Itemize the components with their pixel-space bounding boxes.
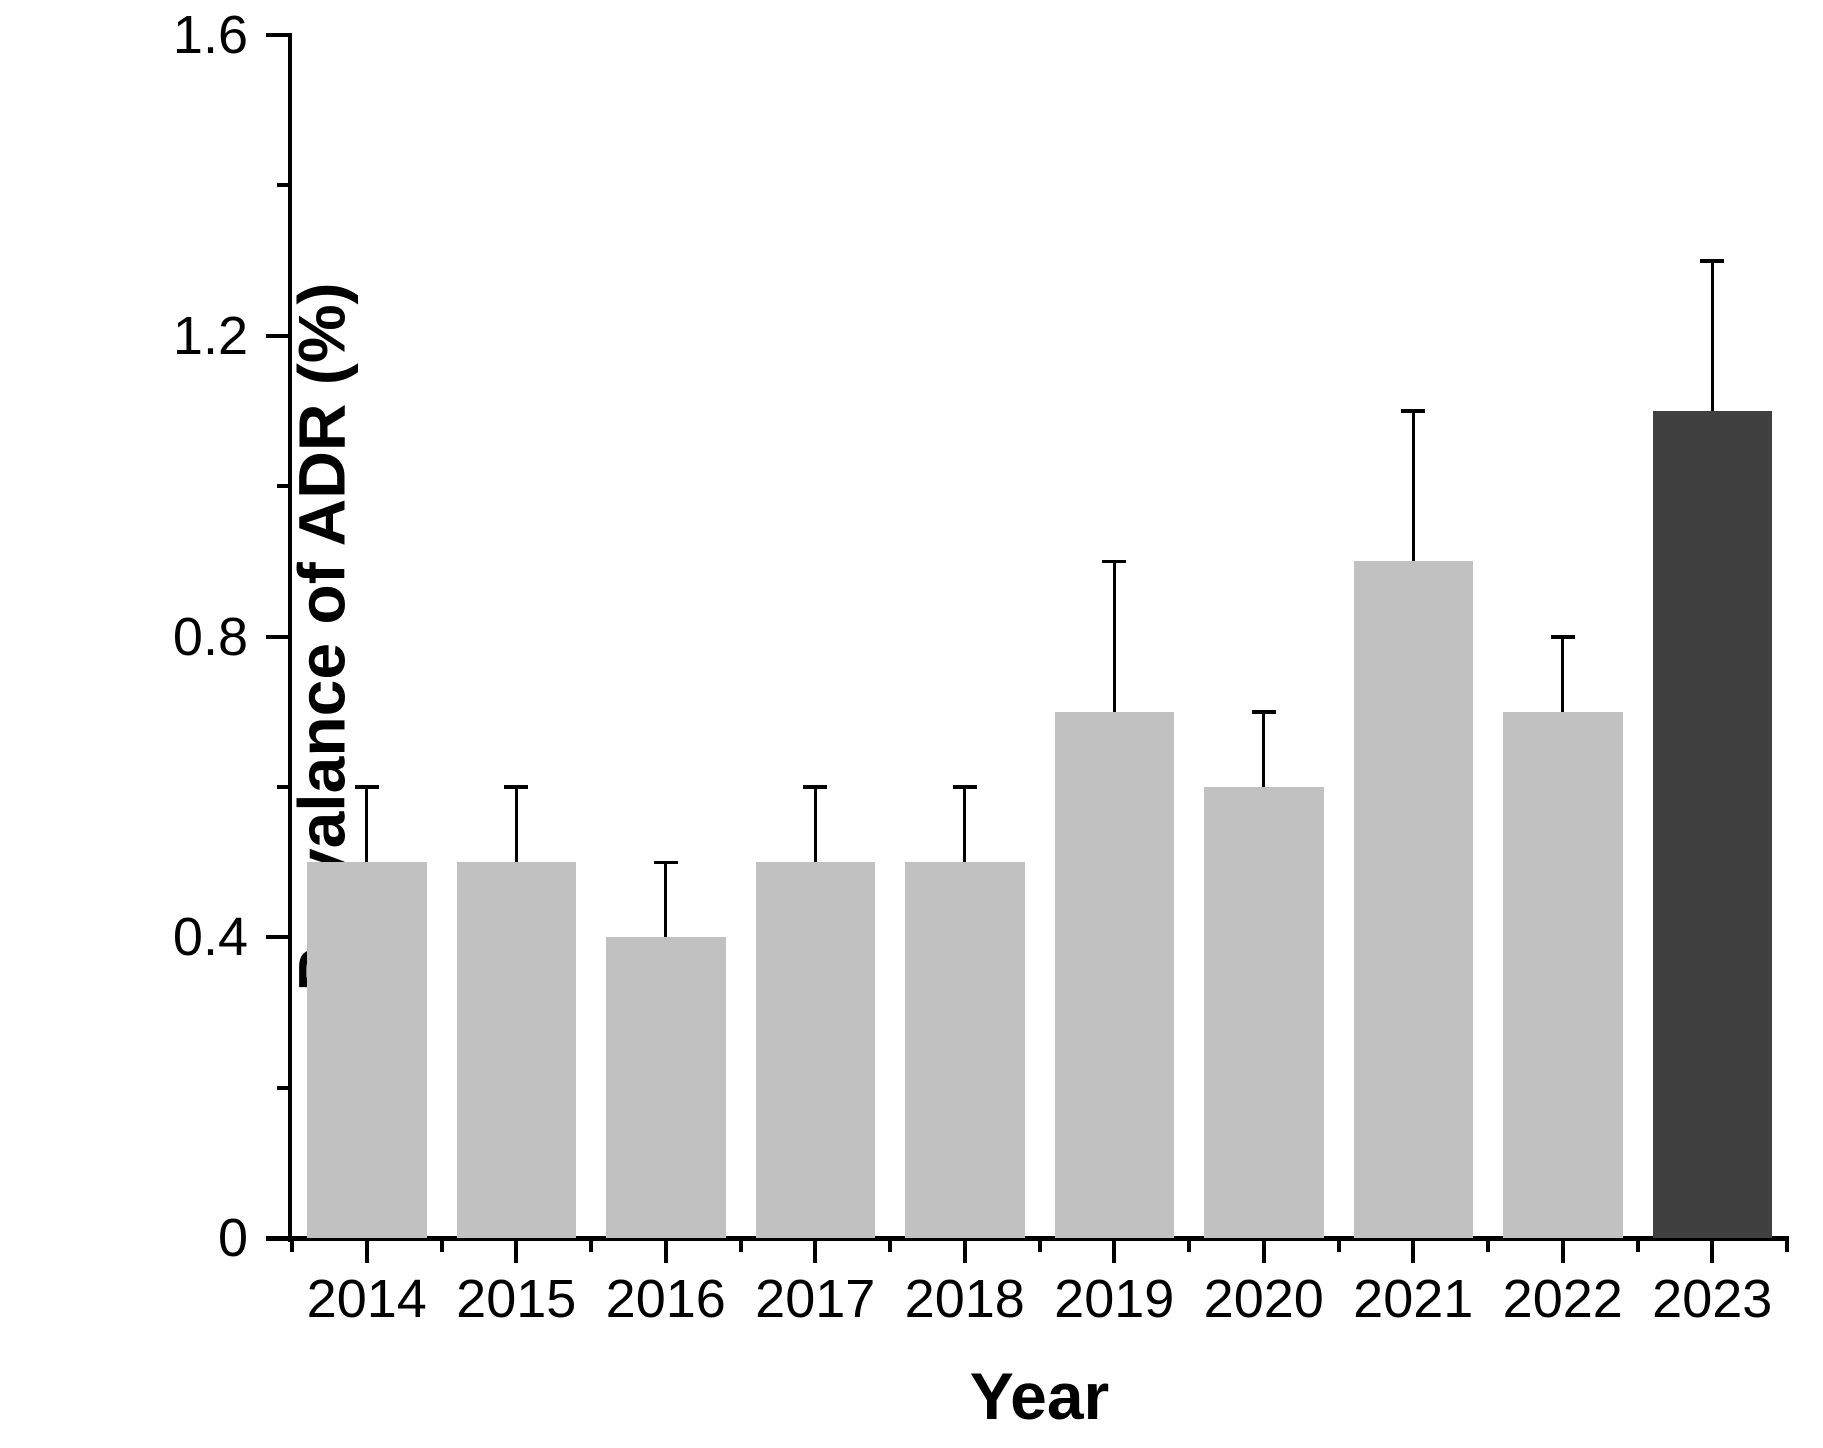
- x-axis-title: Year: [969, 1359, 1110, 1433]
- bar-2022: [1503, 711, 1623, 1238]
- x-tick-label-2023: 2023: [1652, 1269, 1773, 1329]
- error-bar-stem-2020: [1262, 711, 1266, 787]
- y-major-tick: [266, 935, 288, 940]
- bar-2014: [307, 862, 427, 1238]
- error-bar-cap-2023: [1700, 259, 1725, 263]
- y-minor-tick: [277, 1085, 288, 1090]
- x-tick-label-2014: 2014: [306, 1269, 427, 1329]
- x-minor-tick: [888, 1241, 892, 1252]
- x-minor-tick: [738, 1241, 743, 1252]
- x-tick-label-2015: 2015: [456, 1269, 577, 1329]
- x-minor-tick: [290, 1241, 294, 1252]
- x-tick-label-2019: 2019: [1054, 1269, 1175, 1329]
- bar-2016: [606, 937, 726, 1238]
- x-major-tick: [514, 1241, 519, 1263]
- error-bar-cap-2018: [952, 785, 977, 789]
- y-tick-label: 1.2: [172, 305, 248, 366]
- error-bar-cap-2022: [1550, 635, 1575, 639]
- x-tick-label-2018: 2018: [904, 1269, 1025, 1329]
- x-tick-label-2016: 2016: [605, 1269, 726, 1329]
- error-bar-stem-2014: [365, 786, 369, 863]
- error-bar-stem-2021: [1411, 410, 1415, 562]
- x-major-tick: [1112, 1241, 1117, 1263]
- error-bar-cap-2015: [504, 785, 529, 789]
- x-major-tick: [1411, 1241, 1416, 1263]
- y-minor-tick: [277, 784, 288, 789]
- y-minor-tick: [277, 183, 288, 188]
- error-bar-stem-2016: [664, 862, 668, 938]
- error-bar-stem-2018: [963, 786, 967, 863]
- bar-2015: [456, 862, 576, 1238]
- x-major-tick: [663, 1241, 668, 1263]
- error-bar-cap-2016: [653, 860, 678, 865]
- x-tick-label-2021: 2021: [1353, 1269, 1474, 1329]
- x-minor-tick: [589, 1241, 593, 1252]
- x-minor-tick: [1187, 1241, 1191, 1252]
- y-tick-label: 0.4: [172, 907, 248, 968]
- x-major-tick: [364, 1241, 369, 1263]
- x-major-tick: [1261, 1241, 1266, 1263]
- error-bar-stem-2019: [1112, 561, 1116, 712]
- error-bar-cap-2017: [803, 785, 828, 789]
- y-tick-label: 1.6: [172, 5, 248, 65]
- x-minor-tick: [1486, 1241, 1490, 1252]
- error-bar-stem-2023: [1710, 260, 1714, 411]
- bar-2018: [905, 862, 1025, 1238]
- y-tick-label: 0.8: [172, 606, 248, 667]
- x-major-tick: [813, 1241, 818, 1263]
- x-tick-label-2020: 2020: [1203, 1269, 1324, 1329]
- x-major-tick: [1710, 1241, 1715, 1263]
- x-major-tick: [962, 1241, 967, 1263]
- x-minor-tick: [1336, 1241, 1341, 1252]
- bar-2019: [1054, 711, 1174, 1238]
- x-axis-line: [266, 1236, 1789, 1241]
- x-minor-tick: [1037, 1241, 1042, 1252]
- x-major-tick: [1560, 1241, 1565, 1263]
- error-bar-cap-2019: [1102, 559, 1127, 564]
- bar-2020: [1204, 786, 1324, 1238]
- x-minor-tick: [1635, 1241, 1640, 1252]
- error-bar-cap-2014: [354, 785, 379, 789]
- x-tick-label-2022: 2022: [1502, 1269, 1623, 1329]
- y-major-tick: [266, 33, 288, 37]
- y-tick-label: 0: [217, 1208, 248, 1268]
- x-minor-tick: [1785, 1241, 1789, 1252]
- error-bar-stem-2015: [514, 786, 518, 863]
- error-bar-cap-2021: [1401, 409, 1426, 413]
- y-major-tick: [266, 333, 288, 338]
- error-bar-stem-2022: [1561, 636, 1565, 712]
- y-major-tick: [266, 634, 288, 639]
- y-minor-tick: [277, 484, 288, 489]
- x-minor-tick: [439, 1241, 444, 1252]
- bar-2021: [1353, 561, 1473, 1238]
- bar-2017: [755, 862, 875, 1238]
- error-bar-cap-2020: [1251, 710, 1276, 714]
- y-axis-line: [288, 33, 292, 1242]
- x-tick-label-2017: 2017: [755, 1269, 876, 1329]
- error-bar-stem-2017: [813, 786, 817, 863]
- bar-2023: [1652, 410, 1772, 1238]
